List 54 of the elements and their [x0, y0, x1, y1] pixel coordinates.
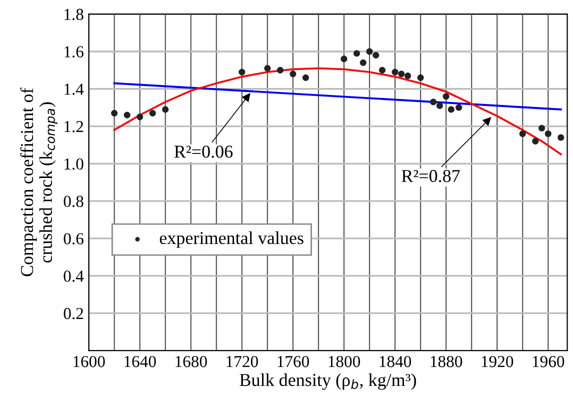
point	[276, 66, 284, 74]
point	[360, 59, 366, 66]
point	[302, 74, 310, 81]
x-tick-label: 1800	[328, 356, 360, 368]
point	[448, 106, 454, 113]
point	[538, 124, 546, 132]
x-tick-label: 1920	[482, 356, 514, 368]
point	[366, 48, 373, 55]
point	[124, 112, 130, 118]
point	[392, 68, 398, 76]
point	[532, 138, 539, 145]
y-tick-label: 1.2	[64, 121, 84, 132]
x-axis-title: Bulk density (ρ$_{b}$, kg/m³)	[240, 373, 416, 390]
y-tick-label: 1.8	[64, 8, 84, 20]
x-tick-label: 1880	[430, 356, 462, 368]
annotation: R²=0.87	[402, 170, 460, 182]
y-tick-label: 0.2	[64, 308, 84, 320]
point	[404, 72, 412, 80]
point	[238, 68, 246, 76]
y-tick-label: 1.0	[64, 158, 84, 170]
point	[264, 65, 271, 72]
point	[111, 110, 118, 116]
point	[436, 102, 443, 110]
x-tick-label: 1600	[74, 356, 105, 368]
point	[372, 52, 380, 59]
point	[290, 70, 296, 78]
y-tick-label: 1.4	[64, 84, 84, 95]
x-tick-label: 1640	[124, 356, 156, 368]
annotation: R²=0.06	[174, 146, 233, 158]
point	[136, 114, 144, 120]
point	[558, 134, 564, 141]
point	[149, 110, 156, 116]
y-tick-label: 0.4	[64, 270, 84, 282]
x-tick-label: 1840	[380, 356, 412, 368]
x-tick-label: 1680	[176, 356, 207, 368]
point	[544, 130, 552, 138]
point	[398, 70, 405, 78]
x-tick-label: 1960	[532, 356, 564, 368]
y-tick-label: 0.8	[64, 196, 84, 208]
point	[353, 50, 360, 57]
y-tick-label: 0.6	[64, 233, 84, 244]
point	[378, 66, 386, 74]
point	[340, 56, 348, 62]
point	[442, 93, 450, 100]
point	[430, 98, 437, 106]
point	[456, 104, 462, 111]
y-axis-title: Compaction coefficient of crushed rock (k$_{compa}$)	[20, 88, 58, 276]
x-tick-label: 1720	[226, 356, 258, 368]
point	[162, 106, 169, 113]
x-tick-label: 1760	[278, 356, 309, 368]
point	[417, 74, 424, 81]
y-tick-label: 1.6	[64, 46, 84, 58]
point	[519, 130, 526, 138]
legend-label: experimental values	[160, 231, 304, 248]
